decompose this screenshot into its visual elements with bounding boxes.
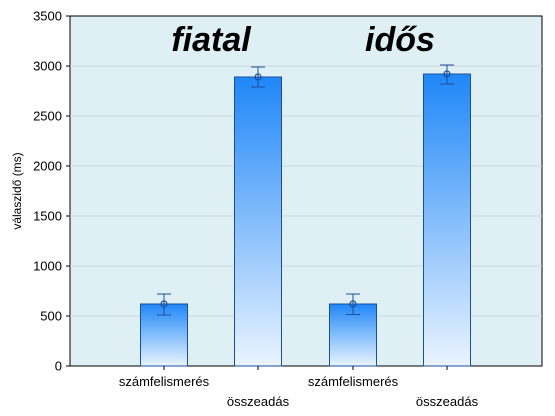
error-bars	[157, 64, 454, 316]
bar	[234, 76, 282, 367]
bar	[423, 73, 471, 367]
y-tick-label: 0	[55, 359, 62, 374]
group-label: idős	[365, 21, 435, 59]
bars	[140, 73, 471, 367]
category-label: összeadás	[416, 394, 479, 409]
mean-marker	[160, 300, 168, 308]
y-axis-title: válaszidő (ms)	[10, 152, 24, 229]
category-label: számfelismerés	[119, 374, 210, 389]
mean-marker	[254, 73, 262, 81]
y-tick-label: 500	[40, 309, 62, 324]
y-tick-label: 3000	[33, 59, 62, 74]
y-tick-label: 1000	[33, 259, 62, 274]
y-tick-label: 2000	[33, 159, 62, 174]
group-labels: fiatal idős	[171, 21, 435, 59]
y-axis-ticks: 0 500 1000 1500 2000 2500 3000 3500	[33, 9, 70, 374]
y-tick-label: 2500	[33, 109, 62, 124]
mean-marker	[443, 70, 451, 78]
category-label: összeadás	[227, 394, 290, 409]
mean-marker	[349, 300, 357, 308]
x-axis-categories: számfelismerés összeadás számfelismerés öss…	[119, 366, 479, 409]
category-label: számfelismerés	[308, 374, 399, 389]
group-label: fiatal	[171, 21, 252, 59]
y-tick-label: 3500	[33, 9, 62, 24]
y-tick-label: 1500	[33, 209, 62, 224]
